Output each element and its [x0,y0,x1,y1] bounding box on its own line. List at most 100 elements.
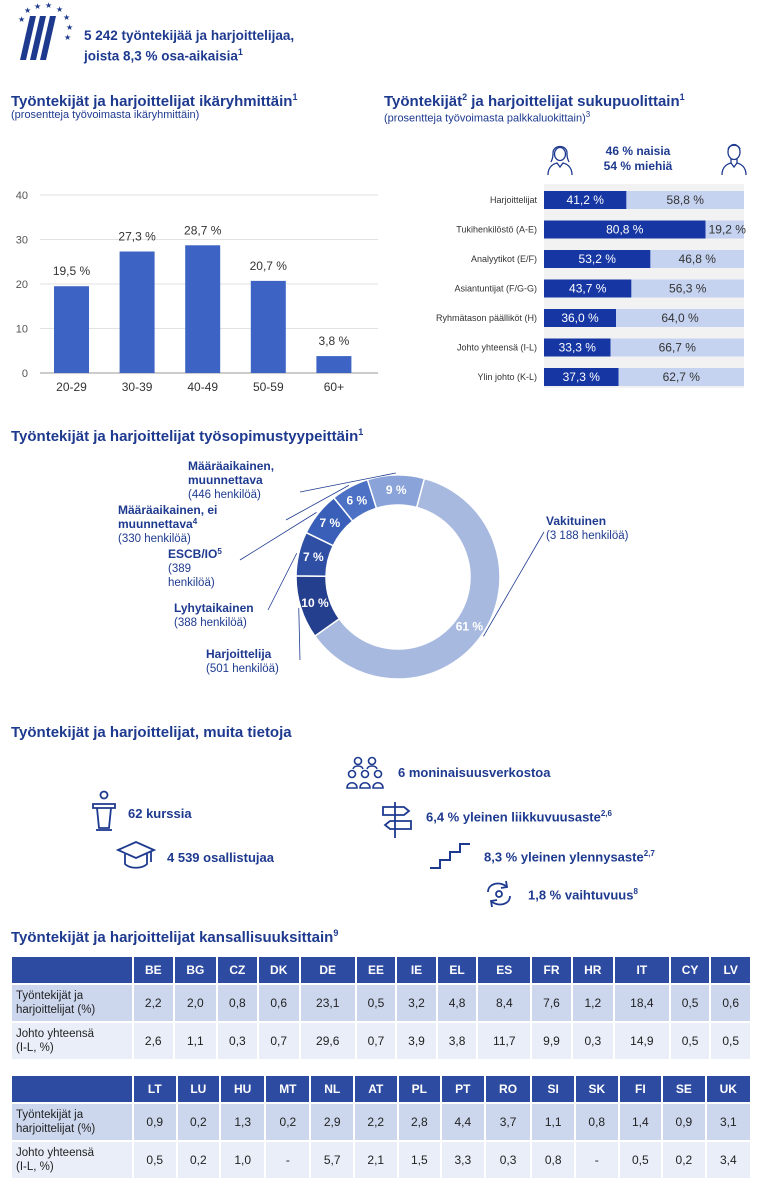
woman-icon [547,145,573,176]
staff-share-cell: 1,2 [572,985,613,1021]
slice-label: ESCB/IO5 [168,547,222,561]
y-tick-label: 30 [16,235,28,247]
country-code: LT [134,1076,176,1102]
gender-chart-title: Työntekijät2 ja harjoittelijat sukupuoli… [384,92,685,110]
slice-label: Harjoittelija [206,647,272,661]
table-corner [12,1076,132,1102]
country-code: HR [572,957,613,983]
mgmt-share-cell: 2,6 [134,1023,173,1059]
women-bar [544,191,627,209]
slice-count: (501 henkilöä) [206,663,279,675]
age-chart-subtitle: (prosentteja työvoimasta ikäryhmittäin) [11,109,200,121]
age-bar [250,280,286,373]
country-code: UK [706,1076,750,1102]
gender-split: 46 % naisia 54 % miehiä [598,144,678,174]
mgmt-share-cell: 0,2 [663,1142,705,1178]
man-icon [721,143,747,176]
country-code: FR [532,957,571,983]
staff-share-cell: 0,6 [258,985,299,1021]
mgmt-share-cell: 0,5 [711,1023,750,1059]
mobility-stat: 6,4 % yleinen liikkuvuusaste2,6 [426,809,612,825]
ecb-logo: ★★ ★ ★ ★★ ★★ [18,2,73,60]
age-category-label: 30-39 [122,380,153,394]
nationality-title: Työntekijät ja harjoittelijat kansallisu… [11,928,339,946]
leader-line [267,553,298,611]
slice-label: muunnettava [188,473,263,487]
men-bar [631,279,744,298]
staff-row: Työntekijät ja harjoittelijat (%) 0,9 0,2 1… [12,1104,750,1140]
country-code: CY [670,957,710,983]
country-code: RO [485,1076,531,1102]
row-label-staff: Työntekijät ja harjoittelijat (%) [12,985,132,1021]
country-code: LV [711,957,750,983]
staff-share-cell: 2,2 [354,1104,397,1140]
staff-share-cell: 1,3 [221,1104,265,1140]
staff-share-cell: 7,6 [532,985,571,1021]
svg-text:★: ★ [34,2,41,11]
country-code: FI [619,1076,662,1102]
staff-share-cell: 0,9 [134,1104,176,1140]
country-code: EE [356,957,396,983]
age-bar [119,251,155,373]
country-code: BE [134,957,173,983]
svg-text:★: ★ [56,5,63,14]
mgmt-share-cell: 1,5 [398,1142,441,1178]
mgmt-share-cell: 0,5 [619,1142,662,1178]
header-stat: 5 242 työntekijää ja harjoittelijaa, joi… [84,27,294,65]
staff-share-cell: 0,8 [218,985,257,1021]
age-chart-title: Työntekijät ja harjoittelijat ikäryhmitt… [11,92,298,110]
donut-slice [313,477,501,680]
donut-slice-pct: 6 % [347,493,368,507]
svg-text:★: ★ [63,13,70,22]
mgmt-share-cell: 1,1 [174,1023,217,1059]
women-bar [544,368,619,386]
country-code: SK [576,1076,618,1102]
mgmt-share-cell: 11,7 [478,1023,531,1059]
networks-stat: 6 moninaisuusverkostoa [398,765,551,780]
men-bar [610,338,744,357]
grade-label: Analyytikot (E/F) [471,254,537,264]
leader-line [299,472,396,493]
slice-count: (3 188 henkilöä) [546,530,629,542]
age-bar [54,286,89,373]
people-group-icon [346,756,384,789]
staff-share-cell: 3,7 [485,1104,531,1140]
staff-share-cell: 2,0 [174,985,217,1021]
mgmt-row: Johto yhteensä (I-L, %) 0,5 0,2 1,0-5,7 2,1 1… [12,1142,750,1178]
y-tick-label: 0 [22,368,28,380]
age-category-label: 20-29 [56,380,87,394]
nationality-table-1: BE BG CZ DK DE EE IE EL ES FR HR IT CY LV Työntekijät… [10,955,752,1061]
country-code: MT [266,1076,310,1102]
donut-slice [366,474,426,510]
men-bar [650,250,744,268]
lectern-icon [92,790,116,831]
mgmt-share-cell: 2,1 [354,1142,397,1178]
country-code: IE [397,957,436,983]
country-code: NL [311,1076,353,1102]
grade-label: Tukihenkilöstö (A-E) [456,225,537,235]
staff-share-cell: 23,1 [300,985,355,1021]
staff-share-cell: 0,8 [576,1104,618,1140]
mgmt-share-cell: 3,8 [437,1023,477,1059]
mgmt-share-cell: 0,8 [532,1142,574,1178]
slice-count: (330 henkilöä) [118,533,191,545]
courses-stat: 62 kurssia [128,806,192,821]
donut-slice-pct: 7 % [303,550,324,564]
mgmt-share-cell: 0,2 [177,1142,220,1178]
mgmt-share-cell: 0,5 [134,1142,176,1178]
header-line-2: joista 8,3 % osa-aikaisia1 [84,47,243,64]
mgmt-share-cell: 0,7 [258,1023,299,1059]
mgmt-share-cell: - [266,1142,310,1178]
leader-line [239,512,317,561]
mgmt-share-cell: - [576,1142,618,1178]
age-bar-chart: 0 10 20 30 40 19,5 % 20-29 27,3 % 30-39 28,7 % 40-… [16,190,378,394]
slice-label: Lyhytaikainen [174,601,254,615]
mgmt-share-cell: 0,7 [356,1023,396,1059]
row-label-mgmt: Johto yhteensä (I-L, %) [12,1023,132,1059]
slice-count: (446 henkilöä) [188,489,261,501]
country-header-row: LT LU HU MT NL AT PL PT RO SI SK FI SE UK [12,1076,750,1102]
age-bar-value: 27,3 % [118,230,156,244]
grade-label: Ryhmätason päälliköt (H) [436,313,537,323]
women-bar [544,220,706,239]
donut-slice-pct: 10 % [301,596,329,610]
